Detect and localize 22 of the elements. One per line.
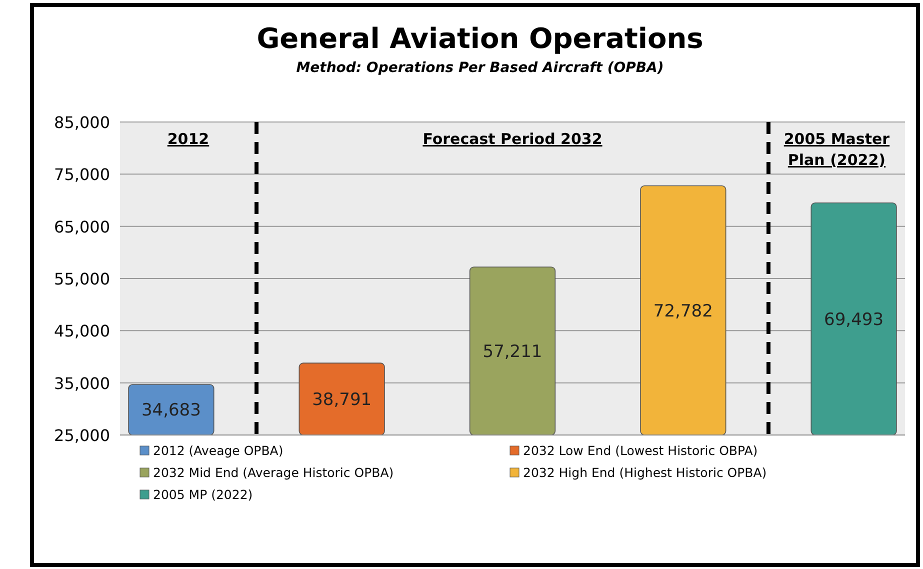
legend-label: 2012 (Aveage OPBA) bbox=[153, 443, 284, 458]
data-label: 69,493 bbox=[824, 310, 884, 330]
y-tick-label: 75,000 bbox=[54, 165, 110, 184]
annotation: 2005 Master Plan (2022) bbox=[784, 130, 890, 169]
data-label: 38,791 bbox=[312, 390, 372, 410]
legend-label: 2032 High End (Highest Historic OPBA) bbox=[523, 465, 767, 480]
chart-title: General Aviation Operations bbox=[256, 22, 704, 55]
data-label: 34,683 bbox=[141, 400, 201, 421]
y-tick-label: 65,000 bbox=[54, 217, 110, 236]
y-tick-label: 35,000 bbox=[54, 374, 110, 393]
chart-subtitle: Method: Operations Per Based Aircraft (OPBA) bbox=[296, 60, 664, 76]
data-label: 57,211 bbox=[482, 342, 542, 362]
y-tick-label: 85,000 bbox=[54, 113, 110, 132]
annotation: 2012 bbox=[167, 130, 210, 148]
legend-label: 2005 MP (2022) bbox=[153, 487, 253, 502]
annotation: Forecast Period 2032 bbox=[422, 130, 602, 148]
y-tick-label: 25,000 bbox=[54, 426, 110, 445]
legend-label: 2032 Mid End (Average Historic OPBA) bbox=[153, 465, 394, 480]
data-label: 72,782 bbox=[653, 301, 713, 322]
y-tick-label: 55,000 bbox=[54, 270, 110, 288]
legend-label: 2032 Low End (Lowest Historic OBPA) bbox=[523, 443, 758, 458]
y-tick-label: 45,000 bbox=[54, 322, 110, 341]
